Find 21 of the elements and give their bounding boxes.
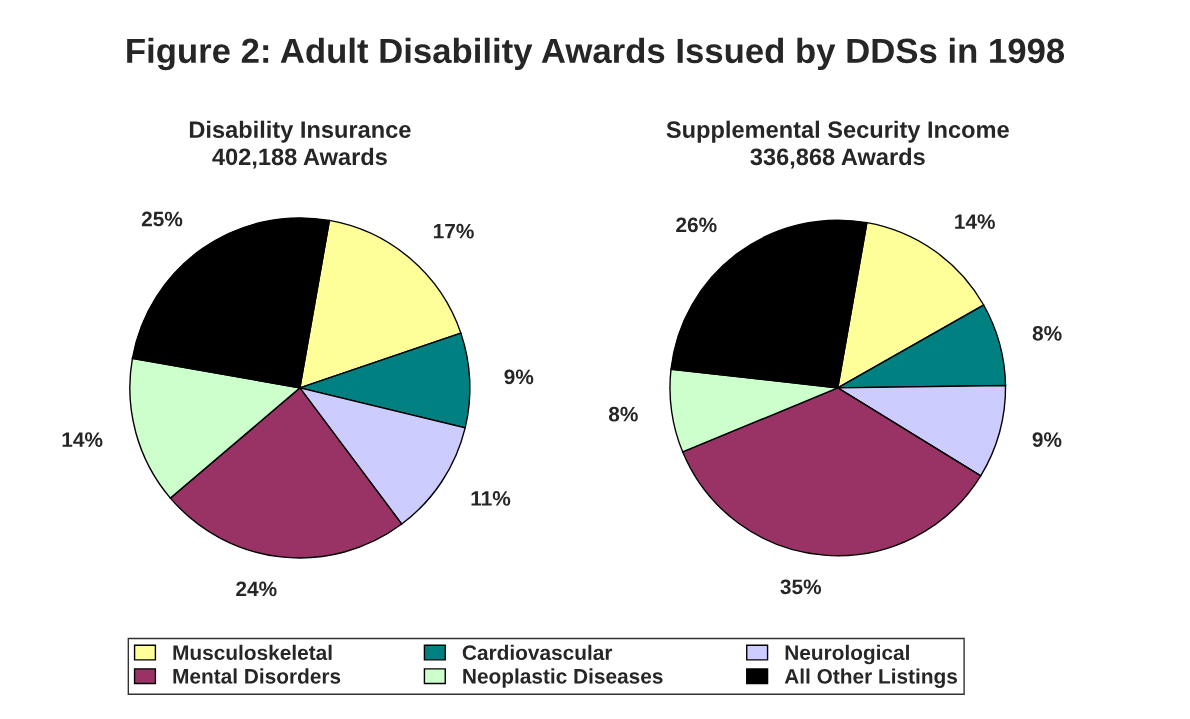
chart-subtitle: Supplemental Security Income 336,868 Awards — [666, 120, 1009, 169]
data-label: 35% — [780, 579, 822, 595]
data-label: 24% — [236, 581, 277, 597]
chart-subtitle: Disability Insurance 402,188 Awards — [189, 120, 411, 169]
legend-label: Musculoskeletal — [173, 644, 332, 661]
data-label: 14% — [62, 432, 103, 447]
data-label: 11% — [471, 491, 511, 506]
data-label: 17% — [433, 223, 474, 239]
legend-label: Neoplastic Diseases — [463, 668, 663, 688]
legend-label: Mental Disorders — [173, 668, 341, 684]
legend-label: All Other Listings — [784, 668, 958, 688]
data-label: 14% — [955, 214, 995, 229]
data-label: 9% — [1032, 432, 1062, 447]
data-label: 26% — [676, 217, 717, 233]
data-label: 25% — [141, 211, 183, 227]
chart-title: Figure 2: Adult Disability Awards Issued by DDSs in 1998 — [127, 37, 1065, 71]
legend-label: Cardiovascular — [462, 644, 613, 661]
legend-label: Neurological — [785, 644, 909, 665]
data-label: 8% — [1032, 325, 1062, 341]
data-label: 8% — [608, 406, 638, 422]
data-label: 9% — [504, 369, 534, 385]
